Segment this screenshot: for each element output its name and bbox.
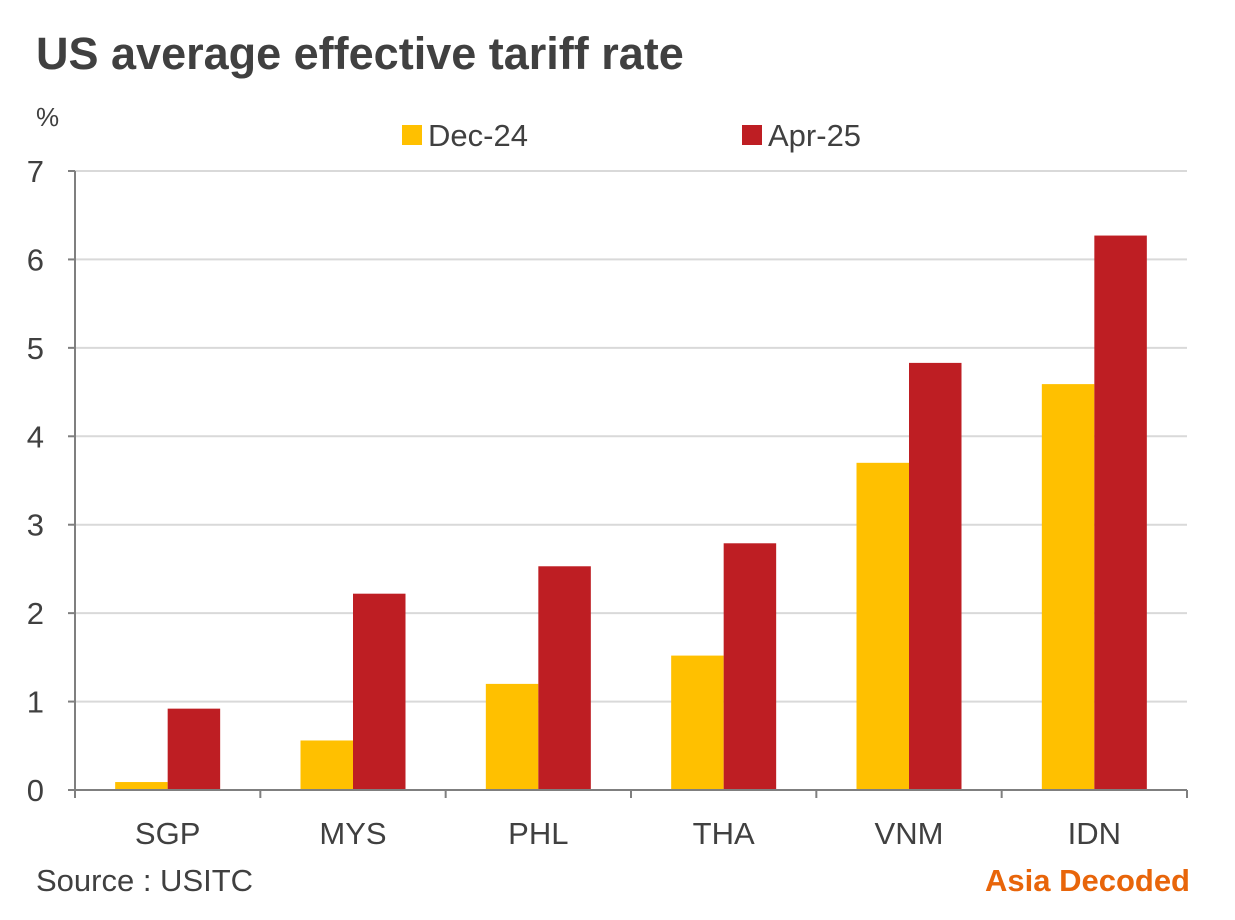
y-tick-label: 0: [27, 773, 44, 808]
y-axis-unit-label: %: [36, 102, 59, 132]
x-tick-label: MYS: [319, 816, 386, 851]
bar-dec-24-idn: [1041, 384, 1095, 790]
legend-label: Apr-25: [768, 118, 861, 153]
bar-chart: 0 1 2 3 4 5 6 7 SGP MYS PHL THA VNM IDN % Dec-24 Apr-2…: [27, 102, 1188, 851]
brand-logo-text: Asia Decoded: [984, 863, 1190, 898]
x-tick-label: VNM: [875, 816, 944, 851]
y-tick-label: 5: [27, 331, 44, 366]
bar-dec-24-phl: [485, 683, 539, 790]
bar-dec-24-vnm: [856, 462, 909, 790]
bars: [115, 235, 1147, 790]
bar-apr-25-sgp: [167, 708, 221, 790]
legend-label: Dec-24: [428, 118, 528, 153]
grid-lines: [75, 170, 1187, 703]
y-tick-label: 1: [27, 685, 44, 720]
legend-swatch-dec-24: [402, 125, 422, 145]
x-tick-label: THA: [693, 816, 755, 851]
axes: [68, 170, 1188, 798]
tick-labels: 0 1 2 3 4 5 6 7 SGP MYS PHL THA VNM IDN: [27, 154, 1121, 851]
y-tick-label: 3: [27, 508, 44, 543]
bar-apr-25-idn: [1094, 235, 1147, 790]
bar-apr-25-vnm: [909, 362, 962, 790]
x-tick-label: IDN: [1068, 816, 1121, 851]
y-tick-label: 7: [27, 154, 44, 189]
bar-apr-25-mys: [353, 593, 406, 790]
legend: Dec-24 Apr-25: [402, 118, 861, 153]
bar-apr-25-tha: [723, 543, 777, 790]
bar-apr-25-phl: [538, 566, 591, 790]
x-tick-label: SGP: [135, 816, 200, 851]
y-tick-label: 4: [27, 419, 44, 454]
bar-dec-24-tha: [671, 655, 724, 790]
bar-dec-24-mys: [300, 740, 353, 790]
bar-dec-24-sgp: [115, 782, 168, 790]
legend-swatch-apr-25: [742, 125, 762, 145]
y-tick-label: 2: [27, 596, 44, 631]
y-tick-label: 6: [27, 242, 44, 277]
chart-title: US average effective tariff rate: [36, 28, 684, 79]
x-tick-label: PHL: [508, 816, 568, 851]
source-note: Source : USITC: [36, 863, 254, 898]
